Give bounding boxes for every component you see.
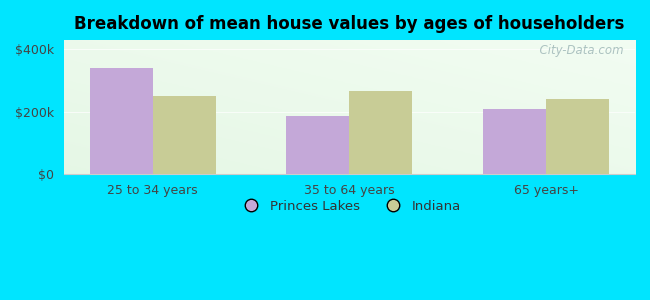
Bar [153, 96, 216, 174]
Title: Breakdown of mean house values by ages of householders: Breakdown of mean house values by ages o… [74, 15, 625, 33]
Bar [90, 68, 153, 174]
Bar [546, 99, 609, 174]
Legend: Princes Lakes, Indiana: Princes Lakes, Indiana [233, 194, 466, 218]
Bar [350, 92, 412, 174]
Text: City-Data.com: City-Data.com [532, 44, 623, 57]
Bar [287, 116, 350, 174]
Bar [483, 109, 546, 174]
